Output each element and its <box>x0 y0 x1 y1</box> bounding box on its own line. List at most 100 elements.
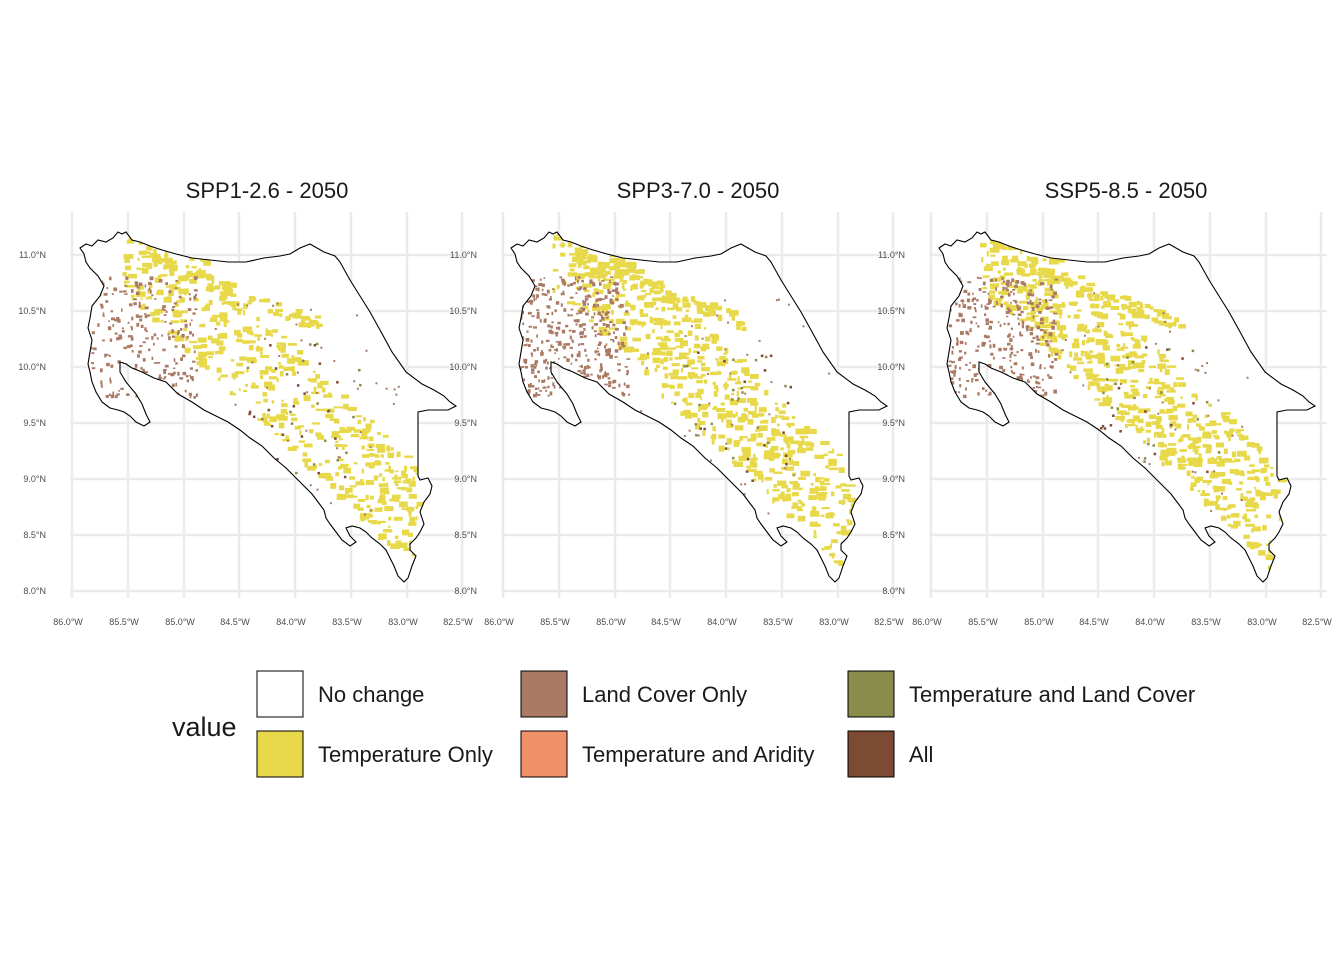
temperature-cell <box>1277 544 1282 551</box>
temperature-cell <box>632 283 638 290</box>
land-cover-cell <box>90 301 93 305</box>
temperature-cell <box>1134 355 1145 359</box>
temperature-cell <box>644 301 654 308</box>
temperature-cell <box>810 521 819 527</box>
temperature-cell <box>1019 300 1029 304</box>
land-cover-cell <box>111 293 114 295</box>
temperature-cell <box>661 383 668 388</box>
temperature-cell <box>1180 396 1183 400</box>
temperature-cell <box>667 307 675 311</box>
temperature-cell <box>697 388 704 394</box>
land-cover-cell <box>576 312 579 315</box>
land-cover-cell <box>141 466 144 469</box>
land-cover-cell <box>953 372 956 377</box>
temperature-cell <box>1057 354 1062 360</box>
temperature-cell <box>295 312 302 319</box>
temperature-cell <box>128 219 136 224</box>
temperature-cell <box>1085 329 1091 334</box>
land-cover-cell <box>133 298 137 301</box>
land-cover-cell <box>592 303 597 308</box>
temperature-cell <box>552 287 556 294</box>
combined-cell <box>769 354 773 358</box>
temperature-cell <box>771 417 776 424</box>
land-cover-cell <box>102 315 105 317</box>
land-cover-cell <box>575 323 578 326</box>
temperature-cell <box>413 466 419 473</box>
temperature-cell <box>589 319 594 323</box>
land-cover-cell <box>1007 293 1011 297</box>
temperature-cell <box>343 403 349 410</box>
temperature-cell <box>309 429 314 434</box>
temperature-cell <box>1030 317 1036 322</box>
land-cover-cell <box>746 353 749 356</box>
temperature-cell <box>1243 455 1251 461</box>
temperature-cell <box>1129 351 1137 354</box>
temperature-cell <box>355 415 363 418</box>
land-cover-cell <box>138 282 143 286</box>
temperature-cell <box>169 260 177 265</box>
temperature-cell <box>234 371 245 375</box>
land-cover-cell <box>560 292 565 296</box>
temperature-cell <box>1017 289 1023 294</box>
temperature-cell <box>1026 257 1033 262</box>
temperature-cell <box>578 237 583 242</box>
temperature-cell <box>576 208 585 213</box>
temperature-cell <box>1038 274 1043 280</box>
legend-item: Land Cover Only <box>520 670 747 718</box>
temperature-cell <box>603 273 608 277</box>
temperature-cell <box>195 271 204 277</box>
temperature-cell <box>214 285 221 290</box>
land-cover-cell <box>1207 414 1210 417</box>
land-cover-cell <box>1030 340 1034 343</box>
land-cover-cell <box>974 309 977 313</box>
temperature-cell <box>569 199 573 203</box>
temperature-cell <box>1214 436 1220 440</box>
combined-cell <box>1205 400 1209 404</box>
temperature-cell <box>1121 305 1126 311</box>
temperature-cell <box>687 330 693 336</box>
temperature-cell <box>367 520 372 523</box>
temperature-cell <box>242 326 253 333</box>
temperature-cell <box>419 552 425 557</box>
temperature-cell <box>700 362 706 367</box>
temperature-cell <box>1120 330 1124 335</box>
land-cover-cell <box>581 382 585 387</box>
temperature-cell <box>146 263 153 270</box>
land-cover-cell <box>194 276 197 281</box>
land-cover-cell <box>551 321 554 324</box>
land-cover-cell <box>527 389 531 393</box>
temperature-cell <box>1258 550 1266 556</box>
temperature-cell <box>582 283 592 288</box>
temperature-cell <box>1243 534 1250 539</box>
temperature-cell <box>836 453 843 457</box>
land-cover-cell <box>951 361 955 364</box>
land-cover-cell <box>1007 307 1010 311</box>
land-cover-cell <box>1039 365 1042 370</box>
temperature-cell <box>742 385 752 389</box>
land-cover-cell <box>87 387 92 391</box>
temperature-cell <box>349 485 357 488</box>
temperature-cell <box>401 470 407 476</box>
temperature-cell <box>272 329 278 333</box>
land-cover-cell <box>541 293 546 296</box>
temperature-cell <box>789 440 800 444</box>
temperature-cell <box>158 275 162 281</box>
temperature-cell <box>690 296 696 302</box>
land-cover-cell <box>624 366 628 368</box>
temperature-cell <box>1169 450 1178 455</box>
land-cover-cell <box>584 298 589 301</box>
temperature-cell <box>209 319 217 322</box>
temperature-cell <box>1252 504 1260 509</box>
temperature-cell <box>232 376 236 380</box>
temperature-cell <box>1040 270 1046 275</box>
land-cover-cell <box>1020 498 1023 501</box>
temperature-cell <box>1066 364 1071 369</box>
land-cover-cell <box>88 289 90 294</box>
temperature-cell <box>378 533 387 540</box>
land-cover-cell <box>724 348 727 351</box>
temperature-cell <box>1004 272 1014 276</box>
land-cover-cell <box>150 392 153 396</box>
temperature-cell <box>659 284 666 288</box>
temperature-cell <box>278 422 285 429</box>
land-cover-cell <box>992 370 997 374</box>
